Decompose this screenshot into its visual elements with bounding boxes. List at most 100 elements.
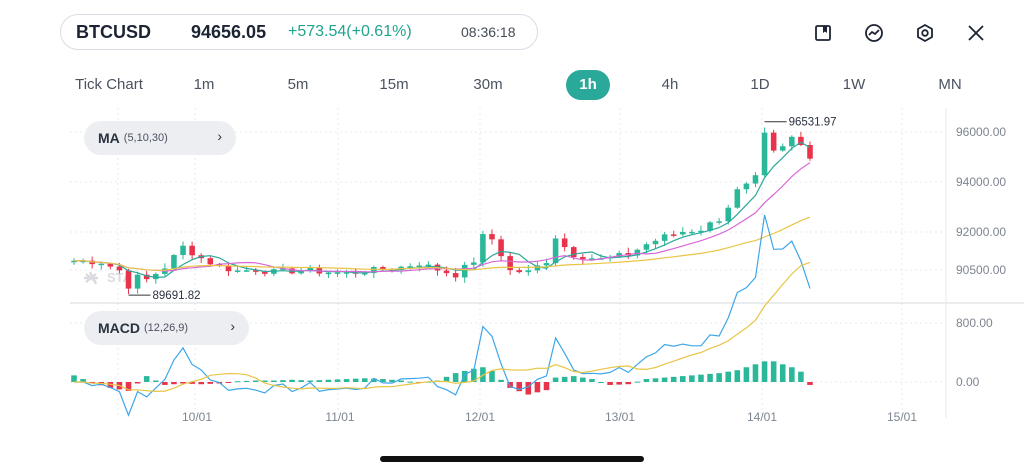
macd-bar-positive: [71, 375, 77, 382]
macd-bar-negative: [207, 382, 214, 384]
macd-bar-positive: [443, 376, 450, 382]
candle-up: [707, 222, 713, 231]
macd-bar-positive: [716, 373, 722, 382]
candle-down: [380, 267, 386, 270]
ma-params: (5,10,30): [123, 132, 168, 144]
macd-bar-negative: [525, 382, 532, 395]
macd-bar-positive: [371, 378, 377, 382]
candle-down: [770, 132, 777, 151]
candle-down: [443, 270, 450, 274]
candle-up: [325, 272, 332, 275]
macd-bar-positive: [334, 379, 341, 382]
macd-bar-positive: [698, 374, 704, 382]
ma-indicator-button[interactable]: MA (5,10,30) ›: [84, 121, 236, 155]
macd-tick-label: 0.00: [956, 375, 980, 389]
macd-bar-positive: [271, 380, 277, 382]
candle-up: [698, 230, 704, 233]
macd-bar-negative: [616, 382, 622, 385]
macd-indicator-button[interactable]: MACD (12,26,9) ›: [84, 311, 249, 345]
macd-bar-positive: [789, 367, 795, 382]
timeframe-30m[interactable]: 30m: [473, 76, 503, 93]
macd-bar-positive: [407, 381, 413, 383]
timeframe-tick-chart[interactable]: Tick Chart: [75, 76, 143, 93]
bookmark-icon[interactable]: [812, 22, 834, 44]
candle-down: [225, 265, 232, 272]
macd-bar-positive: [707, 373, 713, 382]
candle-up: [180, 245, 186, 256]
macd-layer: [71, 214, 813, 417]
timeframe-5m[interactable]: 5m: [287, 76, 309, 93]
timeframe-15m[interactable]: 15m: [379, 76, 409, 93]
macd-bar-positive: [734, 370, 741, 382]
macd-tick-label: 800.00: [956, 316, 993, 330]
macd-bar-positive: [489, 370, 495, 382]
price-chart[interactable]: STA 96000.00 94000.00 92000.00 90500.00 800.…: [0, 108, 1024, 438]
candle-up: [243, 270, 250, 272]
macd-bar-positive: [752, 364, 759, 382]
timeframe-1d[interactable]: 1D: [750, 76, 770, 93]
macd-bar-positive: [570, 376, 577, 382]
macd-bar-positive: [289, 379, 295, 382]
macd-bar-positive: [580, 377, 586, 382]
candle-up: [734, 189, 741, 208]
ma10-line: [73, 162, 811, 273]
candle-up: [752, 175, 759, 184]
macd-bar-positive: [680, 376, 686, 382]
timeframe-1h[interactable]: 1h: [566, 70, 610, 100]
ma-lines-layer: [73, 141, 811, 279]
macd-bar-positive: [471, 368, 477, 382]
macd-bar-positive: [589, 379, 595, 382]
macd-bar-negative: [107, 382, 114, 388]
chevron-right-icon: ›: [230, 318, 235, 334]
ma30-line: [73, 216, 811, 271]
macd-bar-positive: [552, 377, 559, 382]
candle-up: [543, 263, 550, 266]
macd-bar-positive: [325, 379, 332, 382]
macd-bar-positive: [770, 361, 777, 382]
candle-up: [280, 268, 286, 270]
macd-bar-positive: [380, 379, 386, 382]
candle-up: [461, 264, 468, 278]
candle-down: [670, 234, 677, 236]
settings-hex-icon[interactable]: [914, 22, 936, 44]
time-tick-label: 11/01: [325, 410, 354, 424]
candle-down: [561, 238, 568, 248]
macd-bar-negative: [225, 382, 232, 383]
macd-bar-positive: [689, 375, 695, 382]
candle-up: [725, 207, 732, 222]
macd-bar-negative: [807, 382, 813, 385]
macd-bar-positive: [561, 376, 568, 382]
macd-bar-positive: [280, 380, 286, 382]
candle-down: [498, 239, 504, 257]
chevron-right-icon: ›: [217, 128, 222, 144]
macd-bar-negative: [162, 382, 168, 385]
macd-bar-positive: [498, 379, 504, 382]
candle-up: [298, 271, 304, 274]
chart-trend-icon[interactable]: [863, 22, 885, 44]
macd-bar-negative: [189, 382, 195, 384]
macd-params: (12,26,9): [144, 322, 189, 334]
macd-line: [74, 214, 811, 417]
symbol-name: BTCUSD: [76, 21, 151, 42]
timeframe-1w[interactable]: 1W: [842, 76, 866, 93]
timeframe-1m[interactable]: 1m: [193, 76, 215, 93]
candle-up: [343, 272, 350, 274]
close-icon[interactable]: [965, 22, 987, 44]
macd-bar-positive: [725, 371, 732, 382]
macd-bar-positive: [352, 378, 359, 382]
macd-bar-negative: [507, 382, 513, 388]
candle-down: [207, 258, 214, 265]
macd-bar-positive: [234, 381, 241, 383]
macd-bar-positive: [80, 379, 86, 382]
timeframe-mn[interactable]: MN: [938, 76, 962, 93]
time-tick-label: 13/01: [605, 410, 635, 424]
macd-bar-positive: [262, 380, 268, 382]
timeframe-4h[interactable]: 4h: [661, 76, 679, 93]
candle-up: [779, 146, 786, 151]
macd-bar-negative: [89, 382, 95, 383]
macd-bar-negative: [625, 382, 632, 385]
watermark-logo: STA: [84, 270, 133, 285]
candle-up: [552, 238, 559, 264]
candle-down: [452, 273, 459, 278]
macd-bar-negative: [171, 382, 177, 385]
